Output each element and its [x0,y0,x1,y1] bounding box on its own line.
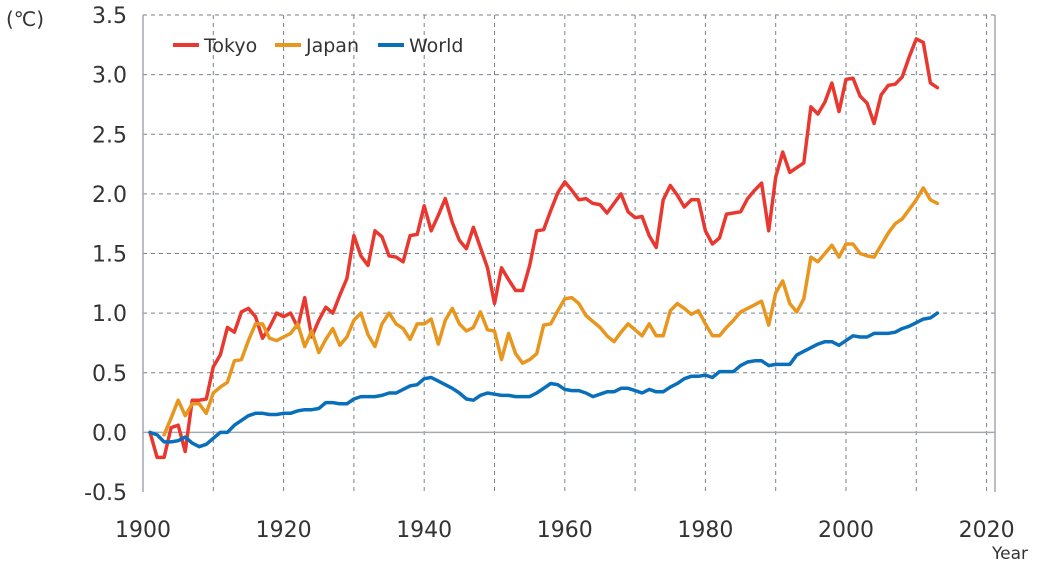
y-tick-label: -0.5 [84,481,127,506]
y-axis-label: (℃) [6,7,44,31]
x-tick-label: 2020 [959,518,1015,543]
series-line-world [148,311,940,449]
y-tick-label: 1.0 [92,302,127,327]
series-line-japan [162,186,940,437]
y-tick-label: 2.5 [92,123,127,148]
y-tick-label: 0.5 [92,362,127,387]
legend: Tokyo Japan World [173,35,463,57]
y-tick-label: 1.5 [92,243,127,268]
legend-label-tokyo: Tokyo [203,35,257,57]
y-axis-ticks: -0.5 0.0 0.5 1.0 1.5 2.0 2.5 3.0 3.5 [84,4,127,506]
y-tick-label: 3.0 [92,64,127,89]
x-tick-label: 1920 [256,518,312,543]
y-tick-label: 2.0 [92,183,127,208]
x-tick-label: 1900 [115,518,171,543]
y-tick-label: 0.0 [92,421,127,446]
grid [142,14,996,492]
series-line-tokyo [148,37,940,460]
x-tick-label: 1940 [396,518,452,543]
x-tick-label: 2000 [818,518,874,543]
x-axis-label: Year [991,544,1028,564]
legend-label-world: World [409,35,463,57]
x-axis-ticks: 1900 1920 1940 1960 1980 2000 2020 [115,518,1015,543]
x-tick-label: 1980 [677,518,733,543]
legend-label-japan: Japan [305,35,359,57]
series-lines [148,37,940,460]
x-tick-label: 1960 [537,518,593,543]
y-tick-label: 3.5 [92,4,127,29]
